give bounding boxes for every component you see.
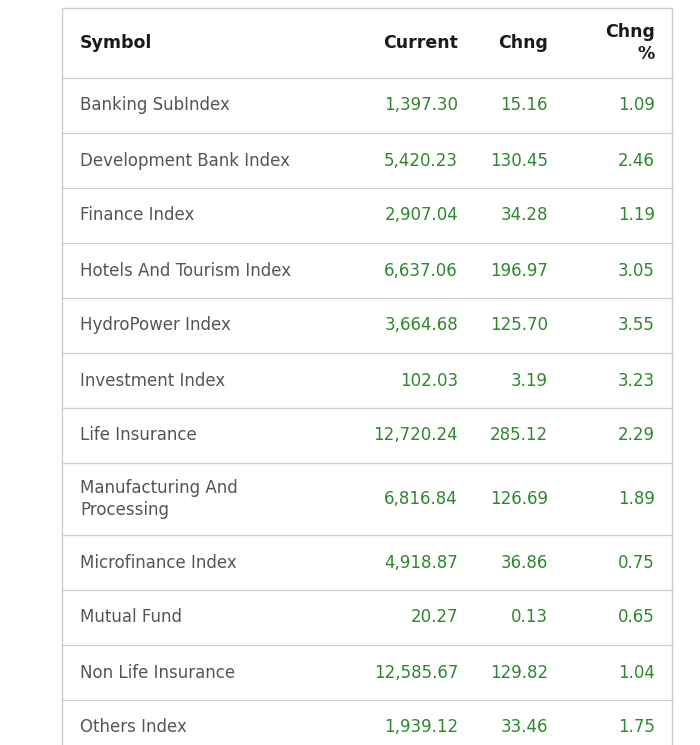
Text: Chng: Chng xyxy=(498,34,548,52)
Text: 2.29: 2.29 xyxy=(618,426,655,445)
Text: 130.45: 130.45 xyxy=(490,151,548,170)
Text: 129.82: 129.82 xyxy=(490,664,548,682)
Text: 126.69: 126.69 xyxy=(490,490,548,508)
Text: 2,907.04: 2,907.04 xyxy=(384,206,458,224)
Text: Mutual Fund: Mutual Fund xyxy=(80,609,182,627)
Text: Others Index: Others Index xyxy=(80,718,187,737)
Text: 3,664.68: 3,664.68 xyxy=(384,317,458,335)
Text: 12,585.67: 12,585.67 xyxy=(374,664,458,682)
Text: 3.05: 3.05 xyxy=(618,261,655,279)
Text: Banking SubIndex: Banking SubIndex xyxy=(80,97,230,115)
Text: 0.13: 0.13 xyxy=(511,609,548,627)
Text: Life Insurance: Life Insurance xyxy=(80,426,197,445)
Text: 1.09: 1.09 xyxy=(618,97,655,115)
Text: 33.46: 33.46 xyxy=(500,718,548,737)
Text: Microfinance Index: Microfinance Index xyxy=(80,554,237,571)
Text: Investment Index: Investment Index xyxy=(80,372,225,390)
Text: 1.04: 1.04 xyxy=(618,664,655,682)
Text: 34.28: 34.28 xyxy=(500,206,548,224)
Text: 6,637.06: 6,637.06 xyxy=(384,261,458,279)
Text: 285.12: 285.12 xyxy=(490,426,548,445)
Text: Hotels And Tourism Index: Hotels And Tourism Index xyxy=(80,261,291,279)
Text: 2.46: 2.46 xyxy=(618,151,655,170)
Text: 36.86: 36.86 xyxy=(500,554,548,571)
Text: 102.03: 102.03 xyxy=(400,372,458,390)
Text: Non Life Insurance: Non Life Insurance xyxy=(80,664,235,682)
Text: 1.89: 1.89 xyxy=(618,490,655,508)
Text: 1,397.30: 1,397.30 xyxy=(384,97,458,115)
Text: 20.27: 20.27 xyxy=(410,609,458,627)
Text: Symbol: Symbol xyxy=(80,34,153,52)
Text: Finance Index: Finance Index xyxy=(80,206,195,224)
Text: Chng
%: Chng % xyxy=(605,23,655,63)
Text: 1.75: 1.75 xyxy=(618,718,655,737)
Text: 1.19: 1.19 xyxy=(618,206,655,224)
Text: 125.70: 125.70 xyxy=(490,317,548,335)
Text: 1,939.12: 1,939.12 xyxy=(384,718,458,737)
Text: 4,918.87: 4,918.87 xyxy=(384,554,458,571)
Text: Development Bank Index: Development Bank Index xyxy=(80,151,290,170)
Text: 12,720.24: 12,720.24 xyxy=(373,426,458,445)
Text: 196.97: 196.97 xyxy=(490,261,548,279)
Text: 6,816.84: 6,816.84 xyxy=(384,490,458,508)
Text: Manufacturing And
Processing: Manufacturing And Processing xyxy=(80,479,238,519)
Text: 0.75: 0.75 xyxy=(618,554,655,571)
Text: 3.55: 3.55 xyxy=(618,317,655,335)
Text: 15.16: 15.16 xyxy=(500,97,548,115)
Text: 3.19: 3.19 xyxy=(511,372,548,390)
Text: 0.65: 0.65 xyxy=(618,609,655,627)
Text: Current: Current xyxy=(383,34,458,52)
Text: 5,420.23: 5,420.23 xyxy=(384,151,458,170)
Text: HydroPower Index: HydroPower Index xyxy=(80,317,231,335)
Text: 3.23: 3.23 xyxy=(618,372,655,390)
